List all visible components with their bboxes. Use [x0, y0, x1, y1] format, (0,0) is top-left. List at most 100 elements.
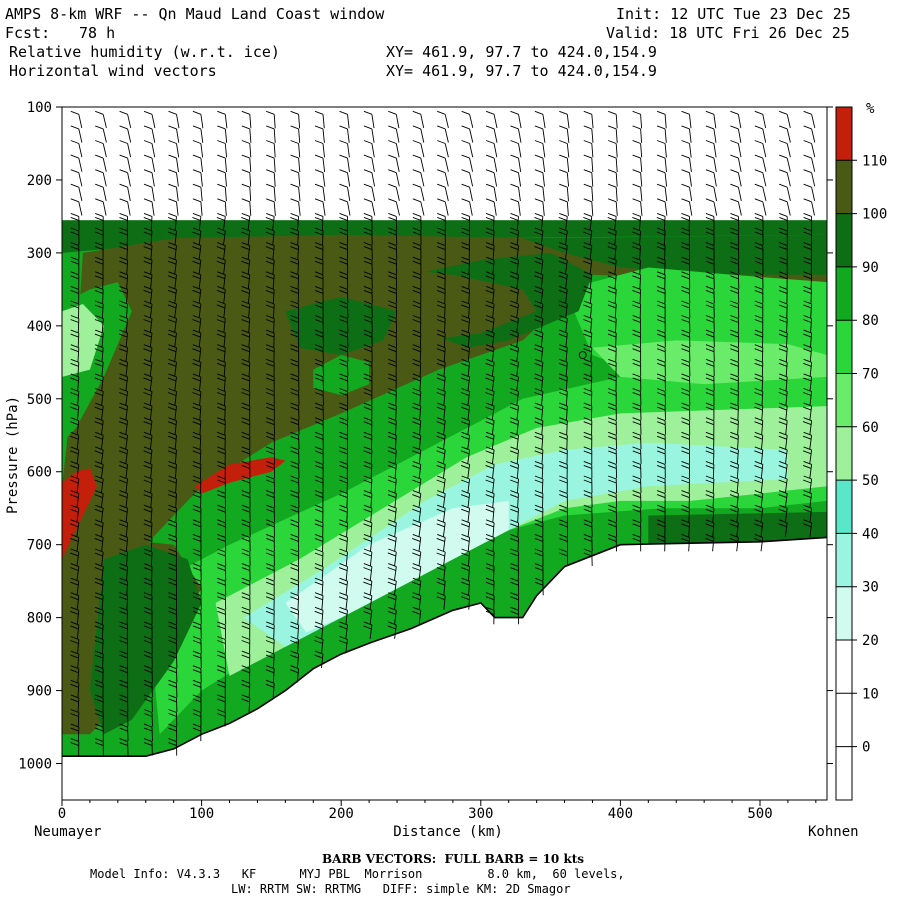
- barb-shaft: [77, 347, 80, 362]
- wind-barb: [241, 285, 251, 304]
- barb-flag: [802, 435, 812, 440]
- barb-flag: [363, 552, 372, 557]
- barb-flag: [143, 738, 153, 743]
- wind-barb: [778, 373, 788, 391]
- barb-shaft: [395, 143, 400, 158]
- wind-barb: [583, 315, 593, 333]
- wind-barb: [681, 475, 690, 494]
- barb-flag: [70, 533, 79, 538]
- barb-flag: [168, 475, 177, 480]
- wind-barb: [143, 431, 153, 450]
- barb-shaft: [540, 376, 544, 391]
- barb-shaft: [149, 347, 153, 362]
- barb-flag: [70, 665, 79, 670]
- wind-barb: [583, 256, 593, 275]
- wind-barb: [412, 606, 422, 625]
- barb-shaft: [615, 128, 618, 143]
- wind-barb: [143, 154, 156, 172]
- wind-barb: [339, 490, 348, 508]
- barb-flag: [143, 329, 153, 334]
- wind-barb: [583, 373, 593, 391]
- barb-flag: [681, 183, 690, 188]
- barb-flag: [192, 610, 202, 615]
- barb-flag: [167, 319, 177, 323]
- barb-flag: [94, 669, 104, 674]
- barb-flag: [70, 154, 79, 159]
- barb-flag: [143, 650, 153, 655]
- barb-flag: [803, 417, 812, 422]
- wind-barb: [119, 329, 129, 348]
- barb-flag: [437, 592, 446, 597]
- wind-barb: [656, 125, 667, 143]
- wind-barb: [339, 242, 349, 260]
- barb-flag: [290, 636, 299, 640]
- barb-flag: [95, 446, 104, 451]
- wind-barb: [143, 110, 156, 129]
- barb-flag: [143, 723, 153, 728]
- wind-barb: [143, 679, 153, 698]
- barb-shaft: [174, 216, 177, 231]
- wind-barb: [192, 650, 202, 669]
- barb-flag: [94, 362, 103, 367]
- barb-flag: [70, 125, 79, 130]
- barb-flag: [534, 344, 544, 349]
- barb-flag: [509, 275, 519, 280]
- wind-barb: [216, 358, 226, 377]
- wind-barb: [70, 431, 80, 450]
- barb-flag: [217, 523, 226, 528]
- wind-barb: [412, 154, 425, 172]
- wind-barb: [217, 650, 226, 669]
- wind-barb: [70, 446, 80, 464]
- barb-flag: [168, 723, 177, 728]
- wind-barb: [803, 154, 816, 172]
- barb-shaft: [615, 158, 618, 173]
- wind-barb: [803, 373, 813, 391]
- barb-flag: [217, 285, 226, 290]
- barb-flag: [632, 198, 641, 203]
- barb-flag: [217, 533, 226, 538]
- barb-shaft: [77, 697, 80, 712]
- barb-flag: [217, 344, 226, 349]
- barb-shaft: [418, 435, 422, 450]
- wind-barb: [94, 606, 104, 625]
- barb-shaft: [589, 260, 593, 275]
- barb-flag: [241, 140, 250, 144]
- barb-flag: [363, 231, 373, 236]
- barb-shaft: [590, 391, 593, 406]
- barb-shaft: [321, 551, 324, 567]
- wind-barb: [143, 256, 153, 275]
- barb-flag: [388, 271, 397, 276]
- wind-barb: [70, 315, 80, 333]
- barb-flag: [510, 567, 519, 572]
- barb-shaft: [199, 376, 202, 391]
- barb-flag: [705, 169, 715, 174]
- barb-flag: [266, 329, 275, 334]
- barb-flag: [168, 490, 177, 495]
- barb-flag: [143, 694, 153, 699]
- barb-flag: [290, 567, 299, 572]
- barb-flag: [119, 304, 128, 309]
- wind-barb: [290, 563, 300, 581]
- barb-shaft: [223, 303, 226, 318]
- barb-flag: [461, 431, 470, 436]
- barb-flag: [705, 537, 714, 542]
- wind-barb: [509, 388, 519, 406]
- barb-flag: [437, 140, 446, 144]
- wind-barb: [802, 446, 813, 464]
- barb-flag: [70, 650, 79, 655]
- barb-flag: [192, 256, 202, 261]
- barb-flag: [363, 319, 373, 323]
- barb-shaft: [784, 522, 788, 537]
- barb-flag: [461, 344, 470, 349]
- wind-barb: [167, 315, 177, 333]
- barb-flag: [217, 490, 226, 495]
- barb-shaft: [370, 508, 373, 523]
- barb-flag: [363, 300, 373, 305]
- barb-flag: [70, 289, 79, 294]
- wind-barb: [656, 154, 667, 173]
- barb-flag: [217, 683, 226, 688]
- barb-shaft: [492, 260, 495, 275]
- wind-barb: [534, 110, 546, 129]
- barb-flag: [412, 300, 421, 305]
- wind-barb: [437, 125, 449, 143]
